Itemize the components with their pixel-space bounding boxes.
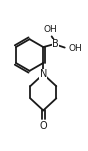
Text: OH: OH <box>44 25 58 34</box>
Text: N: N <box>40 69 47 79</box>
Text: O: O <box>39 121 47 131</box>
Text: OH: OH <box>69 43 83 53</box>
Text: B: B <box>52 39 59 49</box>
